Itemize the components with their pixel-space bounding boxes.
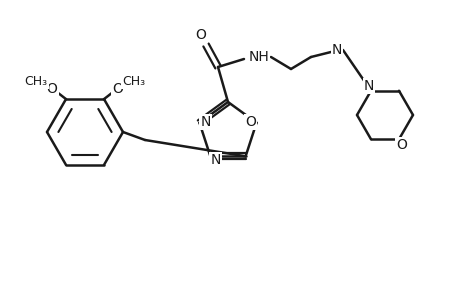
Text: CH₃: CH₃ bbox=[24, 75, 47, 88]
Text: O: O bbox=[112, 82, 123, 96]
Text: O: O bbox=[195, 28, 206, 42]
Text: N: N bbox=[363, 79, 373, 93]
Text: O: O bbox=[46, 82, 57, 96]
Text: O: O bbox=[245, 115, 255, 129]
Text: NH: NH bbox=[248, 50, 269, 64]
Text: N: N bbox=[210, 153, 220, 167]
Text: N: N bbox=[200, 115, 210, 129]
Text: O: O bbox=[396, 138, 407, 152]
Text: CH₃: CH₃ bbox=[122, 75, 145, 88]
Text: N: N bbox=[331, 43, 341, 57]
